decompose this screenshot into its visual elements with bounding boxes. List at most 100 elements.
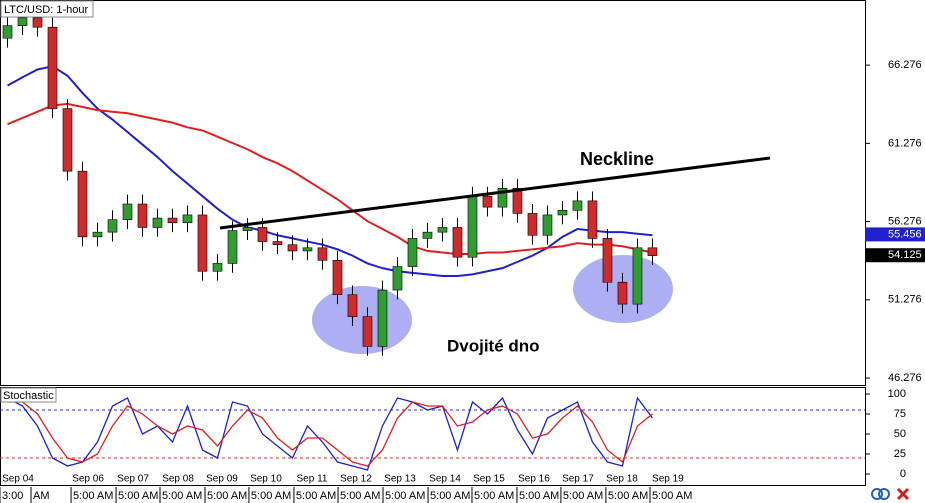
- candle-body: [287, 244, 298, 252]
- candle-body: [602, 238, 613, 283]
- x-tick-label: Sep 08: [162, 474, 194, 485]
- candle-body: [437, 227, 448, 233]
- x-tick-label: 5:00 AM: [296, 490, 336, 502]
- x-tick-label: 5:00 AM: [73, 490, 113, 502]
- candle-body: [617, 281, 628, 305]
- candle-body: [317, 247, 328, 261]
- x-tick-label: 5:00 AM: [340, 490, 380, 502]
- chart-title: LTC/USD: 1-hour: [4, 4, 88, 16]
- x-tick-label: Sep 11: [297, 474, 328, 485]
- x-tick-label: Sep 19: [652, 474, 684, 485]
- price-tag-label: 54.125: [888, 249, 922, 261]
- candle-body: [422, 231, 433, 239]
- candle-body: [302, 247, 313, 252]
- x-tick-label: Sep 17: [562, 474, 594, 485]
- y-tick-label: 51.276: [888, 294, 922, 306]
- candle-body: [587, 200, 598, 239]
- candle-body: [362, 316, 373, 347]
- stochastic-panel: [0, 387, 866, 486]
- stochastic-line: [7, 401, 653, 467]
- candle-body: [482, 195, 493, 208]
- candle-body: [212, 263, 223, 272]
- candle-body: [92, 231, 103, 238]
- candle-body: [467, 195, 478, 258]
- candle-body: [332, 260, 343, 296]
- x-tick-label: 5:00 AM: [652, 490, 692, 502]
- x-tick-label: 5:00 AM: [519, 490, 559, 502]
- x-tick-label: Sep 13: [384, 474, 416, 485]
- x-tick-label: 5:00 AM: [474, 490, 514, 502]
- candle-body: [137, 203, 148, 228]
- x-tick-label: 5:00 AM: [608, 490, 648, 502]
- x-tick-label: Sep 04: [2, 474, 34, 485]
- title-box: [0, 387, 57, 403]
- panel-title: Stochastic: [3, 390, 54, 402]
- candle-body: [527, 213, 538, 236]
- candle-body: [257, 227, 268, 242]
- moving-average: [7, 102, 653, 256]
- candle-body: [197, 214, 208, 272]
- candle-body: [347, 294, 358, 317]
- x-tick-label: Sep 07: [117, 474, 149, 485]
- y-tick-label: 61.276: [888, 137, 922, 149]
- x-tick-label: 5:00 AM: [563, 490, 603, 502]
- candle-body: [557, 209, 568, 216]
- x-tick-label: 5:00 AM: [118, 490, 158, 502]
- candle-body: [122, 203, 133, 220]
- candle-body: [77, 170, 88, 238]
- candle-body: [152, 217, 163, 228]
- price-tag: [865, 248, 925, 263]
- close-icon[interactable]: [896, 487, 910, 501]
- x-tick-label: AM: [33, 490, 50, 502]
- candle-body: [17, 17, 28, 26]
- neckline: [219, 156, 771, 230]
- x-tick-label: Sep 18: [606, 474, 638, 485]
- candle-body: [542, 214, 553, 236]
- candle-body: [242, 227, 253, 231]
- candle-body: [47, 26, 58, 109]
- x-tick-label: 5:00 AM: [385, 490, 425, 502]
- title-box: [0, 0, 94, 18]
- y-tick-label: 66.276: [888, 59, 922, 71]
- x-tick-label: Sep 10: [250, 474, 282, 485]
- stochastic-line: [7, 396, 653, 471]
- y-tick-label: 25: [894, 448, 906, 460]
- x-tick-label: 5:00 AM: [430, 490, 470, 502]
- x-tick-label: Sep 16: [518, 474, 550, 485]
- candle-body: [227, 230, 238, 264]
- x-tick-label: Sep 14: [429, 474, 461, 485]
- x-tick-label: Sep 12: [340, 474, 372, 485]
- candle-body: [407, 238, 418, 267]
- price-tag: [865, 227, 925, 242]
- toolbar-icons[interactable]: [871, 487, 910, 501]
- candle-body: [452, 227, 463, 258]
- candle-body: [182, 214, 193, 224]
- y-tick-label: 50: [894, 428, 906, 440]
- candle-body: [272, 241, 283, 245]
- y-tick-label: 75: [894, 408, 906, 420]
- y-tick-label: 46.276: [888, 372, 922, 384]
- x-tick-label: 5:00 AM: [251, 490, 291, 502]
- y-tick-label: 100: [888, 388, 906, 400]
- y-tick-label: 0: [900, 468, 906, 480]
- x-tick-label: 3:00: [2, 490, 23, 502]
- candle-body: [377, 289, 388, 347]
- candle-body: [512, 188, 523, 214]
- x-tick-label: Sep 09: [206, 474, 238, 485]
- link-icon[interactable]: [878, 488, 890, 500]
- x-tick-label: 5:00 AM: [207, 490, 247, 502]
- main-panel: [0, 0, 866, 386]
- link-icon[interactable]: [871, 488, 883, 500]
- x-tick-label: 5:00 AM: [162, 490, 202, 502]
- candle-body: [392, 266, 403, 291]
- moving-average: [7, 65, 653, 277]
- candle-body: [2, 25, 13, 39]
- annotation: Neckline: [580, 149, 654, 169]
- candle-body: [632, 247, 643, 305]
- candle-body: [572, 200, 583, 211]
- candle-body: [647, 247, 658, 256]
- candle-body: [62, 108, 73, 172]
- price-tag-label: 55.456: [888, 228, 922, 240]
- annotation: Dvojité dno: [447, 336, 540, 355]
